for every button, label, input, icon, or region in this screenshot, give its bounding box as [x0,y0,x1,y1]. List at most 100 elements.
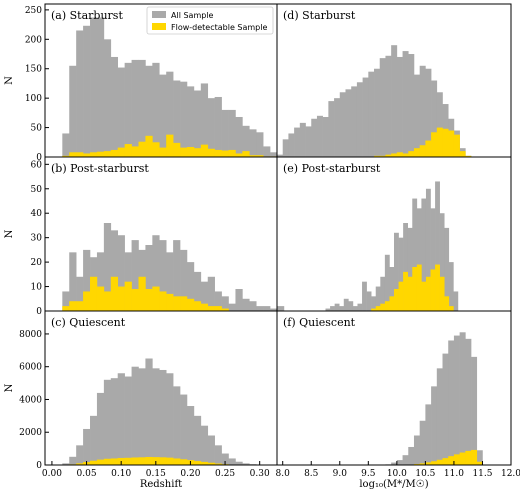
panel-3-all-bar [330,306,335,311]
panel-3-flow-bar [389,296,394,311]
panel-0-title: (a) Starburst [51,9,123,22]
panel-4-all-bar [166,373,173,465]
panel-1-all-bar [306,126,312,157]
panel-1-flow-bar [425,141,431,157]
panel-1-flow-bar [414,148,420,157]
panel-1-all-bar [397,57,403,157]
panel-3-all-bar [367,291,372,311]
panel-4-all-bar [173,386,180,465]
panel-0-flow-bar [90,152,97,157]
panel-1-all-bar [357,82,363,157]
panel-4-flow-bar [97,460,104,465]
panel-2-flow-bar [173,296,180,311]
panel-5-flow-bar [471,450,477,465]
panel-0-all-bar [69,66,76,157]
panel-4-flow-bar [111,458,118,465]
panel-4-xtick-label: 0.20 [180,469,200,479]
panel-4-all-bar [132,367,139,465]
panel-1-flow-bar [391,153,397,157]
panel-3-title: (e) Post-starburst [283,162,381,175]
panel-0-flow-bar [201,145,208,157]
panel-5-all-bar [460,332,466,465]
panel-2-flow-bar [159,291,166,311]
panel-4-all-bar [83,429,90,465]
panel-4-all-bar [76,445,83,465]
panel-5-flow-bar [465,451,471,465]
panel-4-flow-bar [138,457,145,465]
panel-4-all-bar [180,395,187,465]
panel-0-ytick-label: 150 [25,65,42,75]
panel-0-all-bar [97,18,104,157]
panel-1-all-bar [345,89,351,157]
panel-2-all-bar [242,299,249,311]
panel-4-all-bar [111,378,118,465]
panel-5-all-bar [397,460,403,465]
panel-2-flow-bar [145,289,152,311]
panel-0-flow-bar [229,150,236,157]
panel-0-all-bar [249,129,256,157]
panel-0-all-bar [111,57,118,157]
panel-2-ytick-label: 50 [31,185,43,195]
panel-0-all-bar [125,63,132,157]
panel-2-flow-bar [118,287,125,311]
panel-2-title: (b) Post-starburst [51,162,149,175]
panel-3-all-bar [453,291,458,311]
panel-1-all-bar [363,78,369,157]
panel-5-title: (f) Quiescent [283,316,356,329]
panel-3-flow-bar [431,269,436,311]
panel-4-all-bar [90,416,97,465]
panel-1-all-bar [385,56,391,157]
panel-0-all-bar [62,133,69,157]
panel-4-xlabel: Redshift [140,479,182,490]
panel-3-all-bar [348,301,353,311]
panel-0-all-bar [118,68,125,157]
panel-5-xtick-label: 9.5 [361,469,376,479]
panel-1-all-bar [283,139,289,157]
panel-4-title: (c) Quiescent [51,316,126,329]
panel-2-flow-bar [215,306,222,311]
panel-0-flow-bar [159,148,166,157]
panel-5-xtick-label: 11.5 [472,469,492,479]
panel-2-flow-bar [194,301,201,311]
panel-4-flow-bar [132,457,139,465]
panel-0-flow-bar [173,143,180,157]
legend-label-flow: Flow-detectable Sample [171,23,267,32]
panel-2-flow-bar [104,291,111,311]
panel-3-flow-bar [421,282,426,311]
panel-3-all-bar [357,304,362,311]
panel-2-flow-bar [201,304,208,311]
panel-0-all-bar [83,26,90,157]
panel-0-flow-bar [222,151,229,157]
panel-0-flow-bar [215,150,222,157]
panel-0-ytick-label: 250 [25,6,42,16]
panel-2-all-bar [208,277,215,311]
panel-4-all-bar [215,445,222,465]
panel-3-flow-bar [435,265,440,311]
panel-5-all-bar [431,386,437,465]
panel-1-all-bar [420,66,426,157]
panel-2-ytick-label: 30 [31,234,43,244]
panel-3-flow-bar [408,277,413,311]
panel-4-flow-bar [180,459,187,465]
panel-0-ytick-label: 100 [25,94,42,104]
panel-4-ytick-label: 4000 [19,395,42,405]
panel-3-all-bar [353,306,358,311]
panel-0-flow-bar [104,151,111,157]
panel-1-all-bar [334,98,340,157]
panel-4-all-bar [69,457,76,465]
panel-3-flow-bar [449,306,454,311]
panel-2-flow-bar [111,277,118,311]
panel-5-flow-bar [448,456,454,465]
panel-1-flow-bar [397,152,403,157]
panel-5-all-bar [425,404,431,465]
panel-0-all-bar [263,146,270,157]
panel-0-flow-bar [138,142,145,157]
panel-5-xtick-label: 8.5 [304,469,319,479]
panel-2-flow-bar [97,287,104,311]
panel-5-all-bar [437,368,443,465]
panel-1-all-bar [374,69,380,157]
panel-3-flow-bar [399,282,404,311]
panel-1-all-bar [288,133,294,157]
panel-4-flow-bar [173,458,180,465]
